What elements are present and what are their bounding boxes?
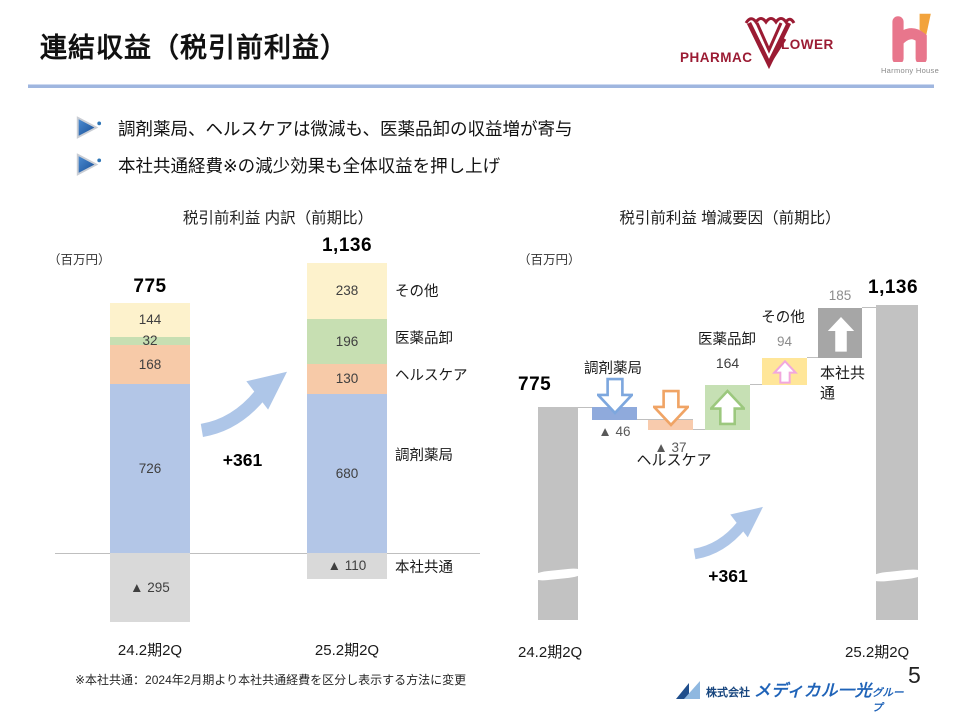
company-logo-triangles-icon	[676, 680, 702, 700]
step-name-other: その他	[761, 310, 805, 326]
axis-break	[869, 568, 925, 583]
step-value-healthcare: ▲ 37	[654, 440, 687, 455]
legend-pharmacy: 調剤薬局	[395, 448, 453, 464]
growth-arrow-icon	[690, 502, 766, 562]
bullet-text-1: 調剤薬局、ヘルスケアは微減も、医薬品卸の収益増が寄与	[118, 119, 573, 139]
pharmacy-flower-logo: PHARMAC LOWER	[668, 10, 838, 80]
company-name: メディカル一光	[754, 682, 872, 700]
step-value-other: 94	[776, 334, 793, 349]
step-name-wholesale: 医薬品卸	[698, 332, 756, 348]
left-chart-xlabel-curr: 25.2期2Q	[314, 642, 380, 659]
stack-prev-pharmacy: 726	[110, 384, 190, 553]
step-value-wholesale: 164	[715, 355, 740, 371]
right-chart-unit: （百万円）	[518, 253, 581, 267]
step-name-pharmacy: 調剤薬局	[584, 361, 642, 377]
left-chart-total-curr: 1,136	[321, 235, 373, 256]
stack-prev-wholesale: 32	[110, 333, 190, 349]
left-chart-total-prev: 775	[133, 276, 167, 297]
left-chart-change-label: +361	[222, 450, 263, 470]
segment-value: 168	[138, 356, 162, 372]
up-arrow-icon	[710, 389, 745, 426]
company-logo: 株式会社 メディカル一光 グループ	[676, 676, 906, 714]
right-chart-xlabel-prev: 24.2期2Q	[518, 644, 583, 661]
down-arrow-icon	[653, 389, 689, 427]
company-suffix: グループ	[872, 687, 904, 714]
left-chart-axis-line	[55, 553, 480, 554]
page-title: 連結収益（税引前利益）	[40, 33, 348, 63]
company-prefix: 株式会社	[706, 687, 750, 699]
down-arrow-icon	[597, 377, 633, 415]
left-chart-unit: （百万円）	[48, 253, 111, 267]
legend-other: その他	[395, 284, 439, 300]
segment-value: ▲ 295	[130, 579, 170, 595]
legend-headoffice: 本社共通	[395, 560, 453, 576]
segment-value: ▲ 110	[327, 558, 367, 574]
right-chart-change-label: +361	[708, 566, 748, 586]
right-chart-title: 税引前利益 増減要因（前期比）	[619, 210, 841, 227]
growth-arrow-icon	[196, 368, 291, 438]
left-chart-title: 税引前利益 内訳（前期比）	[182, 210, 374, 227]
step-name-headoffice: 本社共通	[820, 365, 866, 402]
pharmacy-logo-text-left: PHARMAC	[680, 50, 753, 65]
up-arrow-icon	[770, 360, 800, 384]
stack-curr-pharmacy: 680	[307, 394, 387, 553]
stack-prev-healthcare: 168	[110, 345, 190, 384]
header-divider	[28, 84, 934, 88]
harmony-house-logo: Harmony House	[870, 10, 950, 80]
up-arrow-icon	[827, 313, 855, 354]
left-chart-xlabel-prev: 24.2期2Q	[117, 642, 183, 659]
stack-curr-other: 238	[307, 263, 387, 319]
page-number: 5	[908, 662, 921, 688]
stack-curr-headoffice: ▲ 110	[307, 553, 387, 579]
right-chart-xlabel-curr: 25.2期2Q	[845, 644, 910, 661]
segment-value: 726	[138, 460, 162, 476]
stack-curr-wholesale: 196	[307, 319, 387, 364]
segment-value: 130	[335, 371, 359, 387]
segment-value: 144	[138, 312, 162, 328]
flower-icon	[742, 12, 797, 70]
footnote: ※本社共通：2024年2月期より本社共通経費を区分し表示する方法に変更	[75, 673, 467, 687]
pharmacy-logo-text-right: LOWER	[781, 37, 834, 52]
waterfall-end-total: 1,136	[868, 277, 919, 298]
waterfall-end-bar	[869, 305, 925, 620]
legend-healthcare: ヘルスケア	[395, 368, 468, 384]
harmony-house-caption: Harmony House	[880, 66, 940, 75]
step-value-headoffice: 185	[828, 288, 852, 303]
stack-prev-other: 144	[110, 303, 190, 337]
stack-prev-headoffice: ▲ 295	[110, 553, 190, 622]
legend-wholesale: 医薬品卸	[395, 331, 453, 347]
bullet-arrow-icon	[74, 114, 102, 142]
step-name-healthcare: ヘルスケア	[636, 452, 712, 469]
waterfall-start-bar	[531, 407, 585, 620]
segment-value: 32	[142, 333, 158, 349]
step-value-pharmacy: ▲ 46	[598, 424, 631, 439]
axis-break	[531, 567, 585, 582]
segment-value: 238	[335, 283, 359, 299]
bullet-text-2: 本社共通経費※の減少効果も全体収益を押し上げ	[118, 156, 501, 176]
bullet-arrow-icon	[74, 151, 102, 179]
segment-value: 680	[335, 465, 359, 481]
segment-value: 196	[335, 333, 359, 349]
waterfall-start-total: 775	[518, 374, 552, 395]
harmony-house-icon	[886, 12, 934, 62]
stack-curr-healthcare: 130	[307, 364, 387, 394]
